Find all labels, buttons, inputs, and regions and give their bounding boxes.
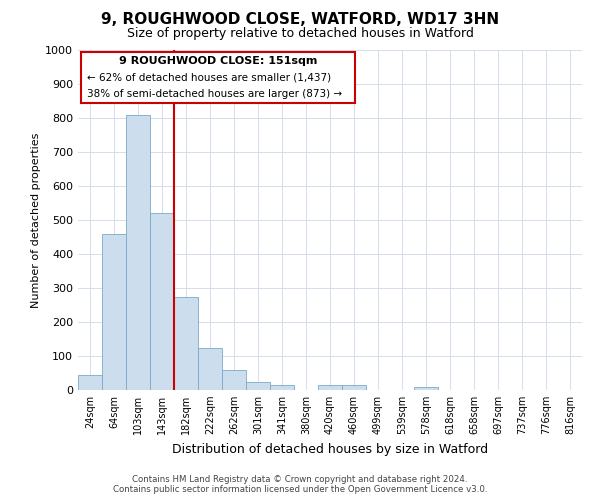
Bar [342,385,366,390]
Text: ← 62% of detached houses are smaller (1,437): ← 62% of detached houses are smaller (1,… [86,72,331,83]
Text: Size of property relative to detached houses in Watford: Size of property relative to detached ho… [127,28,473,40]
Bar [222,370,246,390]
Bar [414,386,438,390]
Bar [174,296,198,390]
Text: 9 ROUGHWOOD CLOSE: 151sqm: 9 ROUGHWOOD CLOSE: 151sqm [119,56,317,66]
FancyBboxPatch shape [80,52,355,102]
Bar [318,385,342,390]
Text: Contains HM Land Registry data © Crown copyright and database right 2024.
Contai: Contains HM Land Registry data © Crown c… [113,474,487,494]
Y-axis label: Number of detached properties: Number of detached properties [31,132,41,308]
Bar [246,382,270,390]
Bar [198,348,222,390]
Text: 38% of semi-detached houses are larger (873) →: 38% of semi-detached houses are larger (… [86,88,341,99]
Bar [150,213,174,390]
Bar [78,374,102,390]
X-axis label: Distribution of detached houses by size in Watford: Distribution of detached houses by size … [172,442,488,456]
Bar [126,114,150,390]
Text: 9, ROUGHWOOD CLOSE, WATFORD, WD17 3HN: 9, ROUGHWOOD CLOSE, WATFORD, WD17 3HN [101,12,499,28]
Bar [270,385,294,390]
Bar [102,234,126,390]
